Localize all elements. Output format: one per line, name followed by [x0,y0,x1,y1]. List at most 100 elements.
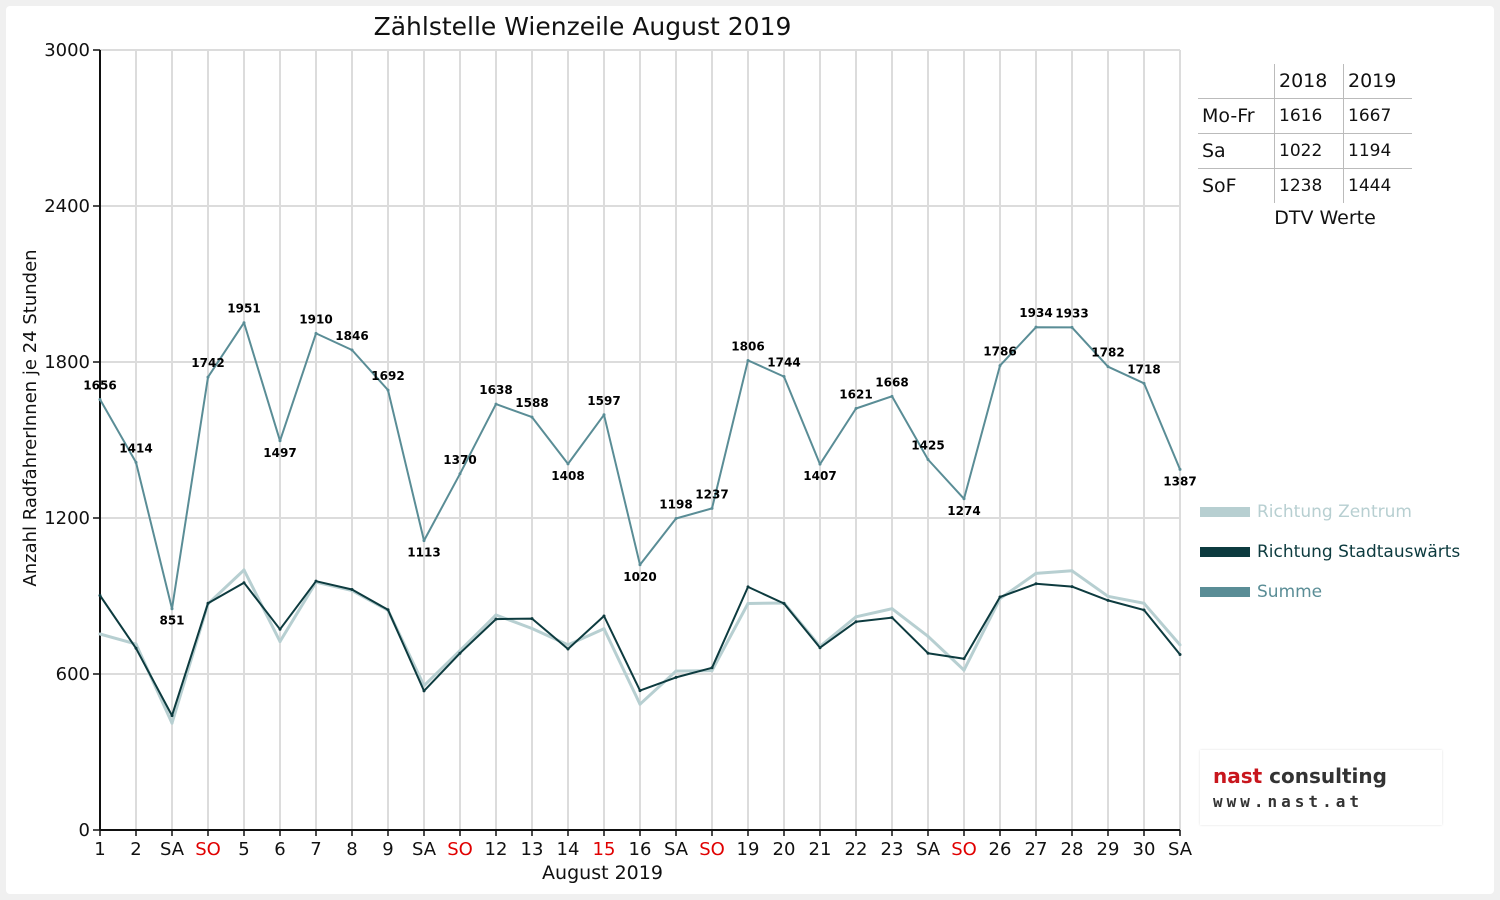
data-point [638,689,642,693]
data-point [1106,365,1110,369]
dtv-header-2018: 2018 [1274,64,1344,99]
x-tick-label: 14 [557,839,580,860]
legend-swatch-zentrum [1200,507,1250,517]
x-tick-label: 30 [1133,839,1156,860]
data-point [926,458,930,461]
dtv-row-label: Sa [1198,133,1275,169]
y-tick-label: 1800 [44,352,90,373]
data-label: 1934 [1019,306,1052,320]
data-point [98,397,102,401]
dtv-row: SoF 1238 1444 [1198,168,1412,203]
data-label: 1846 [335,329,368,343]
data-point [1178,467,1182,471]
legend: Richtung Zentrum Richtung Stadtauswärts … [1200,492,1460,612]
x-tick-label: 12 [485,839,508,860]
data-label: 1497 [263,446,296,460]
data-point [638,702,642,706]
data-point [386,608,390,612]
nast-consulting-logo[interactable]: nast consulting www.nast.at [1200,750,1442,825]
data-point [458,651,462,655]
data-point [998,364,1002,368]
data-point [278,640,282,643]
data-point [854,615,858,619]
data-point [422,689,426,693]
data-point [926,634,930,638]
data-point [530,617,534,621]
data-point [746,585,750,589]
data-point [926,651,930,655]
data-point [710,506,714,510]
data-point [638,563,642,567]
x-tick-label: SA [1168,839,1193,860]
legend-label-zentrum: Richtung Zentrum [1257,502,1412,522]
data-label: 1414 [119,441,152,455]
dtv-cell: 1667 [1343,98,1412,134]
data-point [350,588,354,591]
data-point [1034,571,1038,575]
data-point [674,517,678,521]
dtv-cell: 1194 [1343,133,1412,169]
data-label: 1933 [1055,306,1088,320]
x-tick-label: 15 [593,839,616,860]
legend-item-summe[interactable]: Summe [1200,572,1460,612]
dtv-row-label: Mo-Fr [1198,98,1275,134]
data-point [134,646,138,650]
data-label: 1387 [1163,474,1196,488]
data-point [818,462,822,466]
dtv-header-empty [1198,64,1275,99]
x-tick-label: 6 [274,839,285,860]
data-point [242,581,246,585]
data-point [314,579,318,583]
data-point [854,407,858,411]
data-label: 1668 [875,375,908,389]
x-tick-label: 13 [521,839,544,860]
data-point [386,388,390,392]
x-tick-label: 20 [773,839,796,860]
dtv-row: Mo-Fr 1616 1667 [1198,98,1412,134]
chart-title: Zählstelle Wienzeile August 2019 [373,12,792,41]
data-label: 1742 [191,356,224,370]
data-label: 1910 [299,312,332,326]
data-label: 1621 [839,388,872,402]
data-point [422,684,426,688]
x-tick-label: 8 [346,839,357,860]
data-point [782,375,786,379]
x-tick-label: SO [195,839,221,860]
data-point [818,646,822,650]
data-point [602,627,606,631]
x-tick-label: 29 [1097,839,1120,860]
data-point [494,613,498,617]
dtv-header-row: 2018 2019 [1198,64,1412,99]
data-point [962,657,966,661]
x-tick-label: SA [664,839,689,860]
data-point [1106,598,1110,602]
dtv-cell: 1022 [1274,133,1344,169]
x-tick-label: SO [951,839,977,860]
x-tick-label: 21 [809,839,832,860]
data-point [746,602,750,606]
data-point [998,595,1002,599]
data-label: 1237 [695,487,728,501]
y-tick-label: 600 [56,664,90,685]
data-label: 1782 [1091,346,1124,360]
legend-label-summe: Summe [1257,582,1323,602]
data-label: 1113 [407,546,440,560]
x-tick-label: 9 [382,839,393,860]
data-point [962,668,966,672]
x-tick-label: SA [160,839,185,860]
data-point [206,601,210,605]
dtv-table: 2018 2019 Mo-Fr 1616 1667 Sa 1022 1194 S… [1198,64,1412,229]
x-tick-label: 28 [1061,839,1084,860]
data-point [1034,582,1038,586]
data-point [1070,569,1074,573]
x-tick-label: 5 [238,839,249,860]
data-label: 1656 [83,378,116,392]
x-tick-label: 27 [1025,839,1048,860]
data-label: 851 [159,614,184,628]
legend-item-stadtauswaerts[interactable]: Richtung Stadtauswärts [1200,532,1460,572]
data-label: 1407 [803,469,836,483]
x-tick-label: 22 [845,839,868,860]
legend-item-zentrum[interactable]: Richtung Zentrum [1200,492,1460,532]
x-tick-label: SO [447,839,473,860]
